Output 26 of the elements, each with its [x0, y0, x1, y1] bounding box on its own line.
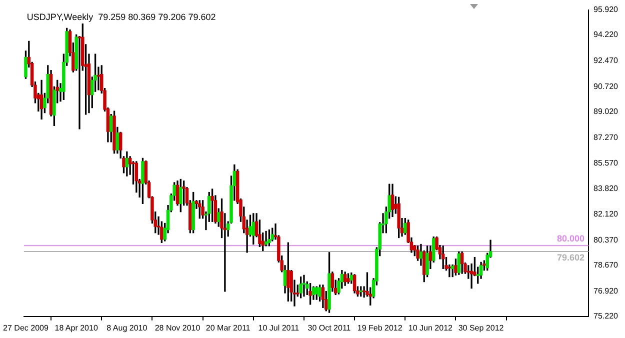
y-tick-label: 83.820	[594, 184, 619, 194]
x-tick-label: 10 Jul 2011	[258, 323, 300, 332]
y-tick-label: 85.570	[594, 158, 619, 168]
x-tick-label: 19 Feb 2012	[357, 323, 403, 332]
y-tick-label: 92.470	[594, 56, 619, 66]
x-tick-label: 18 Apr 2010	[54, 323, 98, 332]
x-tick-label: 27 Dec 2009	[3, 323, 49, 332]
y-tick-label: 78.670	[594, 260, 619, 270]
y-tick-label: 89.020	[594, 107, 619, 116]
y-tick-label: 80.370	[594, 235, 619, 244]
ref-line-label: 79.602	[557, 252, 585, 262]
x-tick-label: 28 Nov 2010	[154, 323, 201, 332]
y-tick-label: 76.920	[594, 286, 619, 296]
y-tick-label: 82.120	[594, 209, 619, 218]
y-tick-label: 75.220	[594, 312, 619, 321]
x-tick-label: 8 Aug 2010	[106, 323, 148, 332]
y-tick-label: 90.720	[594, 82, 619, 92]
x-tick-label: 30 Oct 2011	[308, 323, 352, 332]
y-tick-label: 87.270	[594, 133, 619, 142]
y-tick-label: 94.220	[594, 30, 619, 40]
y-tick-label: 95.920	[594, 5, 619, 14]
x-tick-label: 20 Mar 2011	[206, 323, 251, 332]
x-tick-label: 30 Sep 2012	[458, 323, 504, 332]
ref-line-label: 80.000	[557, 234, 585, 244]
x-tick-label: 10 Jun 2012	[408, 323, 454, 332]
chart-title: USDJPY,Weekly 79.259 80.369 79.206 79.602	[26, 12, 216, 22]
